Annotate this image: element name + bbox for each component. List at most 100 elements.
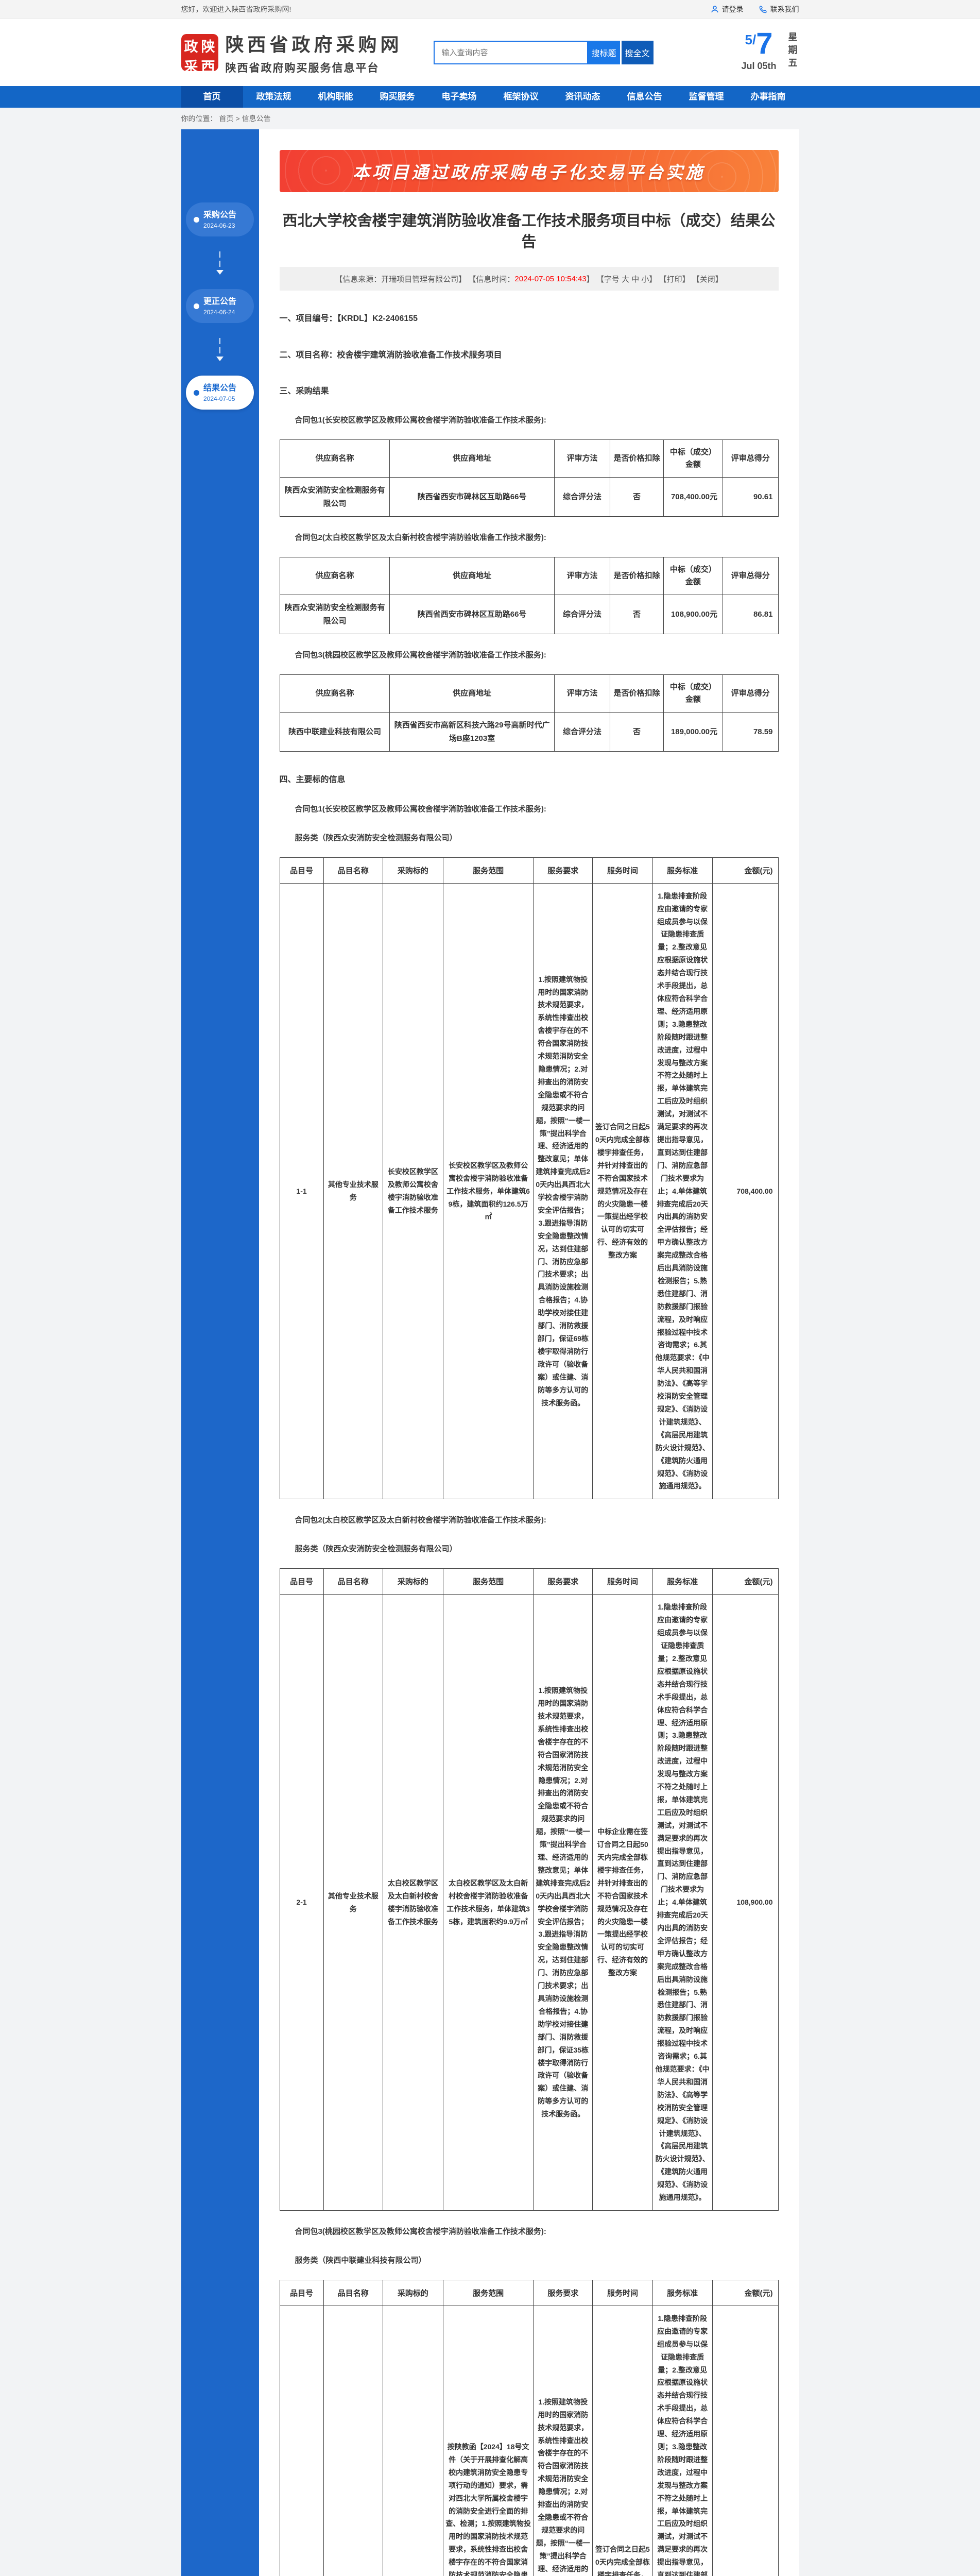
login-link[interactable]: 请登录 (711, 4, 744, 14)
article-meta-bar: 【信息来源：开瑞项目管理有限公司】 【信息时间： 2024-07-05 10:54… (279, 267, 779, 291)
breadcrumb-current[interactable]: 信息公告 (242, 114, 271, 123)
sidebar-step-采购公告[interactable]: 采购公告 2024-06-23 (186, 202, 254, 236)
site-logo: 政陕采西 (181, 34, 218, 75)
table-cell: 708,400.00元 (663, 477, 724, 517)
section3-heading: 三、采购结果 (279, 386, 329, 396)
column-header: 评审总得分 (723, 674, 779, 713)
column-header: 服务范围 (442, 2279, 534, 2306)
column-header: 品目名称 (323, 2279, 383, 2306)
column-header: 品目名称 (323, 1568, 383, 1595)
table-cell: 1.按照建筑物投用时的国家消防技术规范要求，系统性排查出校舍楼宇存在的不符合国家… (533, 2305, 593, 2576)
breadcrumb-bar: 你的位置： 首页 > 信息公告 (0, 108, 980, 129)
nav-item-监督管理[interactable]: 监督管理 (689, 92, 724, 101)
step-text: 更正公告 2024-06-24 (203, 297, 236, 316)
sidebar-step-结果公告[interactable]: 结果公告 2024-07-05 (186, 376, 254, 410)
font-size-control[interactable]: 【字号 大 中 小】 (596, 275, 657, 284)
search-input[interactable] (433, 41, 588, 64)
table-row: 3-1其他专业技术服务桃园校区教学区及教师公寓校舍楼宇消防验收准备工作技术服务按… (279, 2305, 779, 2576)
nav-item-框架协议[interactable]: 框架协议 (503, 92, 539, 101)
column-header: 中标（成交）金额 (663, 439, 724, 478)
step-arrow-down-icon (181, 327, 259, 371)
column-header: 金额(元) (712, 1568, 779, 1595)
nav-item-政策法规[interactable]: 政策法规 (256, 92, 291, 101)
column-header: 金额(元) (712, 2279, 779, 2306)
table-cell: 按陕教函【2024】18号文件（关于开展排查化解高校内建筑消防安全隐患专项行动的… (442, 2305, 534, 2576)
contact-link[interactable]: 联系我们 (759, 4, 799, 14)
table-cell: 108,900.00元 (663, 595, 724, 635)
nav-item-信息公告[interactable]: 信息公告 (627, 92, 662, 101)
table-cell: 78.59 (723, 712, 779, 752)
step-text: 采购公告 2024-06-23 (203, 210, 236, 229)
main-target-table: 品目号 品目名称 采购标的 服务范围 服务要求 服务时间 服务标准 金额(元) 2-1 其他专业技… (279, 1568, 779, 2211)
table-row: 陕西中联建业科技有限公司 陕西省西安市高新区科技六路29号高新时代广场B座1203… (279, 712, 779, 752)
column-header: 服务时间 (592, 2279, 653, 2306)
column-header: 评审方法 (554, 439, 611, 478)
column-header: 金额(元) (712, 857, 779, 884)
column-header: 品目号 (279, 1568, 324, 1595)
step-date: 2024-06-24 (203, 308, 235, 316)
column-header: 采购标的 (382, 2279, 443, 2306)
table-cell: 1.按照建筑物投用时的国家消防技术规范要求，系统性排查出校舍楼宇存在的不符合国家… (533, 1594, 593, 2211)
step-title: 更正公告 (203, 297, 237, 306)
nav-item-资讯动态[interactable]: 资讯动态 (565, 92, 600, 101)
step-arrow-down-icon (181, 241, 259, 285)
step-dot-icon (194, 389, 199, 396)
table-cell: 2-1 (279, 1594, 324, 2211)
banner-text: 本项目通过政府采购电子化交易平台实施 (353, 163, 705, 182)
column-header: 服务标准 (652, 1568, 713, 1595)
table-cell: 综合评分法 (554, 477, 611, 517)
search-fulltext-button[interactable]: 搜全文 (621, 41, 654, 64)
breadcrumb-home[interactable]: 首页 (219, 114, 234, 123)
service-class-label: 服务类（陕西众安消防安全检测服务有限公司） (295, 1545, 457, 1554)
table-cell: 189,000.00 (712, 2305, 779, 2576)
package-label: 合同包3(桃园校区教学区及教师公寓校舍楼宇消防验收准备工作技术服务): (295, 2227, 546, 2236)
nav-item-机构职能[interactable]: 机构职能 (318, 92, 353, 101)
breadcrumb-prefix: 你的位置： (181, 114, 217, 123)
table-cell: 189,000.00元 (663, 712, 724, 752)
step-date: 2024-06-23 (203, 222, 235, 229)
table-cell: 陕西省西安市碑林区互助路66号 (389, 595, 555, 635)
table-cell: 1.隐患排查阶段应由邀请的专家组成员参与以保证隐患排查质量；2.整改意见应根据原… (652, 883, 713, 1500)
column-header: 品目名称 (323, 857, 383, 884)
column-header: 是否价格扣除 (610, 674, 664, 713)
award-result-table: 供应商名称 供应商地址 评审方法 是否价格扣除 中标（成交）金额 评审总得分 陕西众安消防安… (279, 439, 779, 517)
award-result-table: 供应商名称 供应商地址 评审方法 是否价格扣除 中标（成交）金额 评审总得分 陕西众安消防安… (279, 557, 779, 635)
table-header-row: 品目号 品目名称 采购标的 服务范围 服务要求 服务时间 服务标准 金额(元) (279, 857, 779, 884)
table-cell: 其他专业技术服务 (323, 1594, 383, 2211)
table-cell: 否 (610, 712, 664, 752)
search-title-button[interactable]: 搜标题 (588, 41, 620, 64)
weekday-label: 星期五 (787, 32, 798, 71)
section1-project-number: 一、项目编号：【KRDL】K2-2406155 (279, 314, 418, 324)
column-header: 采购标的 (382, 1568, 443, 1595)
meta-source: 【信息来源：开瑞项目管理有限公司】 (335, 275, 467, 284)
close-button[interactable]: 【关闭】 (692, 275, 723, 284)
table-cell: 3-1 (279, 2305, 324, 2576)
table-cell: 否 (610, 477, 664, 517)
print-button[interactable]: 【打印】 (659, 275, 690, 284)
table-cell: 陕西中联建业科技有限公司 (279, 712, 390, 752)
table-cell: 108,900.00 (712, 1594, 779, 2211)
table-cell: 其他专业技术服务 (323, 2305, 383, 2576)
section4-heading: 四、主要标的信息 (279, 775, 346, 785)
table-cell: 综合评分法 (554, 595, 611, 635)
column-header: 服务标准 (652, 857, 713, 884)
nav-item-购买服务[interactable]: 购买服务 (380, 92, 415, 101)
nav-item-办事指南[interactable]: 办事指南 (750, 92, 786, 101)
sidebar-step-更正公告[interactable]: 更正公告 2024-06-24 (186, 289, 254, 323)
column-header: 品目号 (279, 857, 324, 884)
column-header: 服务标准 (652, 2279, 713, 2306)
table-cell: 桃园校区教学区及教师公寓校舍楼宇消防验收准备工作技术服务 (382, 2305, 443, 2576)
step-text: 结果公告 2024-07-05 (203, 383, 236, 402)
column-header: 供应商名称 (279, 439, 390, 478)
search-bar: 搜标题 搜全文 (433, 41, 654, 64)
nav-item-电子卖场[interactable]: 电子卖场 (441, 92, 477, 101)
article-content: 本项目通过政府采购电子化交易平台实施 西北大学校舍楼宇建筑消防验收准备工作技术服… (259, 129, 799, 2576)
table-cell: 否 (610, 595, 664, 635)
nav-item-首页[interactable]: 首页 (181, 86, 243, 108)
logo-char: 陕 (201, 39, 215, 55)
package-label: 合同包1(长安校区教学区及教师公寓校舍楼宇消防验收准备工作技术服务): (295, 416, 546, 425)
table-row: 陕西众安消防安全检测服务有限公司 陕西省西安市碑林区互助路66号 综合评分法否 708… (279, 477, 779, 517)
step-date: 2024-07-05 (203, 395, 235, 402)
award-result-table: 供应商名称 供应商地址 评审方法 是否价格扣除 中标（成交）金额 评审总得分 陕西中联建业科… (279, 674, 779, 752)
column-header: 中标（成交）金额 (663, 674, 724, 713)
